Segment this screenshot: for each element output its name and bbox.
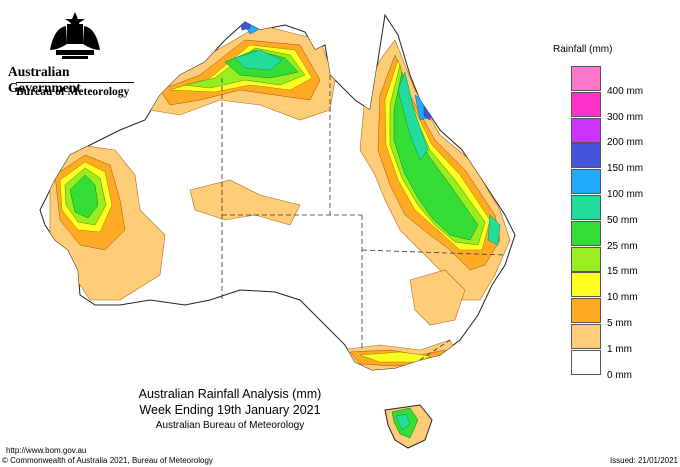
tasmania-rain-band-inner xyxy=(395,413,411,431)
legend-swatch xyxy=(571,195,601,220)
legend-swatch xyxy=(571,349,601,375)
bureau-name: Bureau of Meteorology xyxy=(16,86,130,98)
legend-label: 150 mm xyxy=(607,163,644,175)
legend-swatch xyxy=(571,91,601,117)
rainfall-bands xyxy=(49,17,511,370)
header-divider xyxy=(16,82,134,83)
caption-source: Australian Bureau of Meteorology xyxy=(155,420,305,431)
legend-swatch xyxy=(571,246,601,272)
issued-date: Issued: 21/01/2021 xyxy=(609,456,678,465)
caption-period: Week Ending 19th January 2021 xyxy=(139,403,321,417)
legend-swatch xyxy=(571,117,601,143)
legend-swatch xyxy=(571,169,601,195)
copyright-text: © Commonwealth of Australia 2021, Bureau… xyxy=(2,456,213,465)
legend-swatch xyxy=(571,298,601,324)
legend-label: 400 mm xyxy=(607,85,644,97)
legend-label: 25 mm xyxy=(607,240,638,252)
legend-swatch xyxy=(571,272,601,298)
legend-swatch xyxy=(571,220,601,246)
legend-label: 5 mm xyxy=(607,318,632,329)
map-caption: Australian Rainfall Analysis (mm) Week E… xyxy=(120,387,340,431)
legend-label: 10 mm xyxy=(607,292,638,304)
website-url: http://www.bom.gov.au xyxy=(6,446,87,455)
state-borders xyxy=(221,75,506,361)
legend-label: 15 mm xyxy=(607,266,638,278)
legend-swatch xyxy=(571,143,601,169)
legend-swatch xyxy=(571,324,601,349)
legend-title: Rainfall (mm) xyxy=(553,44,613,55)
legend-label: 1 mm xyxy=(607,343,632,355)
legend-label: 0 mm xyxy=(607,369,632,381)
agency-logo: Australian Government Bureau of Meteorol… xyxy=(8,8,138,98)
legend-label: 50 mm xyxy=(607,214,638,226)
legend-label: 200 mm xyxy=(607,137,644,149)
legend-swatch xyxy=(571,66,601,91)
rainfall-map xyxy=(39,13,516,449)
footer: © Commonwealth of Australia 2021, Bureau… xyxy=(0,456,680,467)
legend-label: 300 mm xyxy=(607,111,644,123)
coat-of-arms-icon xyxy=(50,12,100,59)
caption-title: Australian Rainfall Analysis (mm) xyxy=(138,387,322,401)
government-name: Australian Government xyxy=(8,64,81,95)
legend-label: 100 mm xyxy=(607,189,644,200)
